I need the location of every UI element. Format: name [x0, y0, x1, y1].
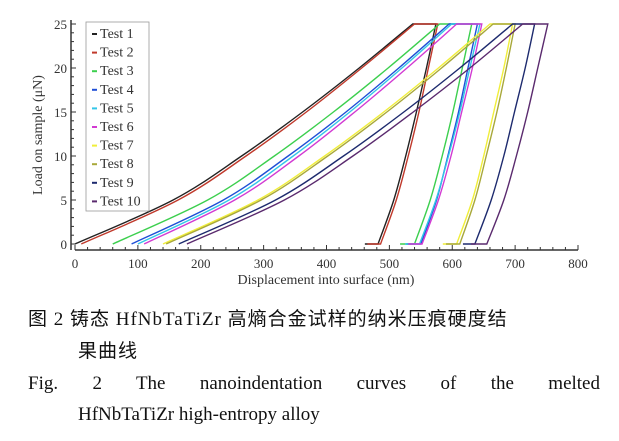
x-tick-label: 500	[380, 256, 400, 271]
x-tick-label: 600	[443, 256, 463, 271]
legend: Test 1 Test 2 Test 3 Test 4 Test 5 Test 6 Test…	[85, 21, 150, 212]
series-curve-6	[143, 23, 483, 245]
x-tick-label: 300	[254, 256, 274, 271]
y-tick-label: 15	[54, 105, 67, 120]
legend-label: Test 10	[100, 194, 141, 209]
series-curve-3	[112, 23, 473, 245]
legend-label: Test 2	[100, 46, 134, 61]
legend-label: Test 3	[100, 64, 134, 79]
caption-en-line2: HfNbTaTiZr high-entropy alloy	[78, 404, 320, 425]
x-tick-label: 800	[568, 256, 588, 271]
x-tick-label: 100	[128, 256, 148, 271]
series-curve-1	[74, 23, 437, 245]
nanoindentation-chart: 0 100 200 300 400 500 600 700 800 0 5 10 15 20 25 Test…	[31, 17, 588, 288]
caption-en-line1: Fig. 2 The nanoindentation curves of the…	[28, 373, 600, 394]
legend-label: Test 7	[100, 139, 134, 154]
plot-curves	[74, 23, 549, 245]
y-tick-label: 25	[54, 17, 67, 32]
caption-cn-line1: 图 2 铸态 HfNbTaTiZr 高熵合金试样的纳米压痕硬度结	[28, 309, 508, 330]
x-tick-label: 400	[317, 256, 337, 271]
legend-label: Test 8	[100, 157, 134, 172]
legend-box	[85, 21, 150, 212]
legend-label: Test 9	[100, 176, 134, 191]
axes: 0 100 200 300 400 500 600 700 800 0 5 10 15 20 25	[54, 17, 588, 271]
legend-label: Test 4	[100, 83, 134, 98]
y-tick-label: 10	[54, 149, 67, 164]
x-tick-label: 200	[191, 256, 211, 271]
x-tick-label: 700	[505, 256, 525, 271]
series-curve-9	[178, 23, 536, 245]
series-curve-8	[165, 23, 516, 245]
series-curve-2	[80, 23, 439, 245]
y-tick-label: 20	[54, 61, 67, 76]
y-tick-label: 5	[61, 193, 68, 208]
legend-label: Test 1	[100, 27, 134, 42]
y-axis-label: Load on sample (μN)	[31, 75, 46, 195]
legend-label: Test 5	[100, 101, 134, 116]
x-tick-label: 0	[72, 256, 79, 271]
y-tick-label: 0	[61, 237, 68, 252]
legend-label: Test 6	[100, 120, 134, 135]
x-axis-label: Displacement into surface (nm)	[238, 273, 415, 288]
series-curve-5	[137, 23, 481, 245]
caption-cn-line2: 果曲线	[78, 341, 139, 362]
series-curve-7	[162, 23, 514, 245]
series-curve-10	[186, 23, 549, 245]
